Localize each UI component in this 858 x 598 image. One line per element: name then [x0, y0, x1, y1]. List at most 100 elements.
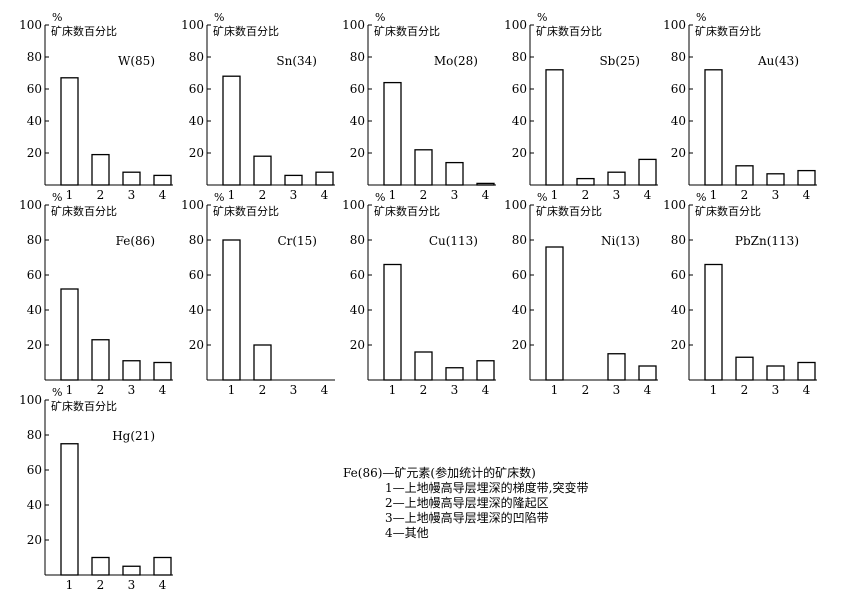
panel-4-bar-1 [545, 69, 564, 186]
panel-4-x-tick-label: 2 [582, 188, 590, 202]
panel-10-y-tick-label: 20 [671, 338, 686, 352]
panel-2-x-tick-label: 3 [290, 188, 298, 202]
panel-9-y-tick-label: 100 [504, 198, 527, 212]
panel-11-bar-3 [122, 565, 141, 576]
panel-9-y-axis-label: 矿床数百分比 [536, 204, 602, 218]
panel-4-y-tick-label: 40 [512, 114, 527, 128]
panel-10-bar-3 [766, 365, 785, 381]
panel-7-y-tick-label: 40 [189, 303, 204, 317]
legend-line-2: 2—上地幔高导层埋深的隆起区 [385, 496, 549, 510]
panel-3-x-tick-label: 2 [420, 188, 428, 202]
panel-1-y-axis-label: 矿床数百分比 [51, 24, 117, 38]
panel-1-y-tick-label: 80 [27, 50, 42, 64]
panel-10-y-tick-label: 100 [663, 198, 686, 212]
panel-10-bar-4 [797, 361, 816, 381]
panel-11-x-tick-label: 3 [128, 578, 136, 592]
panel-5-bar-4 [797, 169, 816, 186]
panel-9-y-tick-label: 40 [512, 303, 527, 317]
panel-5-bar-1 [704, 69, 723, 186]
panel-2-x-tick-label: 2 [259, 188, 267, 202]
panel-2-y-axis-label: 矿床数百分比 [213, 24, 279, 38]
panel-8-y-axis-label: 矿床数百分比 [374, 204, 440, 218]
panel-5-x-tick-label: 4 [803, 188, 811, 202]
panel-9-title: Ni(13) [601, 234, 640, 248]
panel-7-x-tick-label: 1 [228, 383, 236, 397]
panel-10-y-tick-label: 60 [671, 268, 686, 282]
panel-5-x-tick-label: 2 [741, 188, 749, 202]
panel-3-y-tick-label: 100 [342, 18, 365, 32]
panel-11-y-tick-label: 100 [19, 393, 42, 407]
panel-7-y-tick-label: 60 [189, 268, 204, 282]
panel-5-x-tick-label: 3 [772, 188, 780, 202]
panel-10-y-tick-label: 80 [671, 233, 686, 247]
panel-8-bar-3 [445, 367, 464, 381]
panel-2-y-tick-label: 80 [189, 50, 204, 64]
panel-1-title: W(85) [118, 54, 155, 68]
legend-line-4: 4—其他 [385, 526, 429, 540]
panel-4-y-tick-label: 60 [512, 82, 527, 96]
panel-10-y-unit: % [696, 191, 706, 204]
panel-11-y-tick-label: 40 [27, 498, 42, 512]
panel-11-x-tick-label: 4 [159, 578, 167, 592]
panel-10-y-tick-label: 40 [671, 303, 686, 317]
panel-2-y-tick-label: 60 [189, 82, 204, 96]
panel-5-y-tick-label: 80 [671, 50, 686, 64]
panel-2-bar-1 [222, 75, 241, 186]
panel-11-title: Hg(21) [112, 429, 155, 443]
panel-7-bar-2 [253, 344, 272, 381]
panel-7-x-tick-label: 3 [290, 383, 298, 397]
panel-7-title: Cr(15) [277, 234, 317, 248]
panel-3-y-tick-label: 20 [350, 146, 365, 160]
panel-9-x-tick-label: 2 [582, 383, 590, 397]
panel-7-y-unit: % [214, 191, 224, 204]
panel-4-y-tick-label: 80 [512, 50, 527, 64]
panel-6-y-tick-label: 40 [27, 303, 42, 317]
panel-8-x-tick-label: 3 [451, 383, 459, 397]
panel-7-x-tick-label: 4 [321, 383, 329, 397]
panel-4-y-unit: % [537, 11, 547, 24]
panel-1-y-tick-label: 60 [27, 82, 42, 96]
panel-1-y-tick-label: 40 [27, 114, 42, 128]
panel-8-y-tick-label: 100 [342, 198, 365, 212]
panel-3-x-tick-label: 3 [451, 188, 459, 202]
panel-4-y-tick-label: 20 [512, 146, 527, 160]
panel-1-bar-3 [122, 171, 141, 186]
panel-8-bar-4 [476, 360, 495, 381]
panel-6-y-axis-label: 矿床数百分比 [51, 204, 117, 218]
panel-11-y-tick-label: 80 [27, 428, 42, 442]
panel-1-y-tick-label: 20 [27, 146, 42, 160]
panel-5-title: Au(43) [757, 54, 799, 68]
panel-6-y-tick-label: 80 [27, 233, 42, 247]
panel-2-title: Sn(34) [276, 54, 317, 68]
panel-5-y-tick-label: 40 [671, 114, 686, 128]
panel-9-y-tick-label: 60 [512, 268, 527, 282]
panel-1-x-tick-label: 2 [97, 188, 105, 202]
panel-11-y-tick-label: 60 [27, 463, 42, 477]
legend-line-element: Fe(86)—矿元素(参加统计的矿床数) [343, 466, 536, 480]
panel-5-y-tick-label: 20 [671, 146, 686, 160]
panel-5-y-axis-label: 矿床数百分比 [695, 24, 761, 38]
panel-3-x-tick-label: 1 [389, 188, 397, 202]
panel-4-bar-4 [638, 158, 657, 186]
panel-10-bar-2 [735, 356, 754, 381]
panel-9-bar-4 [638, 365, 657, 381]
panel-1-x-tick-label: 3 [128, 188, 136, 202]
panel-9-y-tick-label: 20 [512, 338, 527, 352]
panel-11-y-axis-label: 矿床数百分比 [51, 399, 117, 413]
panel-6-x-tick-label: 2 [97, 383, 105, 397]
panel-7-y-tick-label: 100 [181, 198, 204, 212]
panel-6-bar-4 [153, 361, 172, 381]
panel-4-x-tick-label: 4 [644, 188, 652, 202]
panel-5-bar-3 [766, 173, 785, 186]
panel-6-y-unit: % [52, 191, 62, 204]
panel-6-x-tick-label: 3 [128, 383, 136, 397]
panel-6-title: Fe(86) [116, 234, 155, 248]
panel-1-y-unit: % [52, 11, 62, 24]
panel-3-bar-1 [383, 81, 402, 186]
panel-9-bar-1 [545, 246, 564, 381]
panel-5-y-tick-label: 60 [671, 82, 686, 96]
panel-5-y-unit: % [696, 11, 706, 24]
panel-11-y-tick-label: 20 [27, 533, 42, 547]
panel-10-y-axis-label: 矿床数百分比 [695, 204, 761, 218]
panel-8-x-tick-label: 4 [482, 383, 490, 397]
